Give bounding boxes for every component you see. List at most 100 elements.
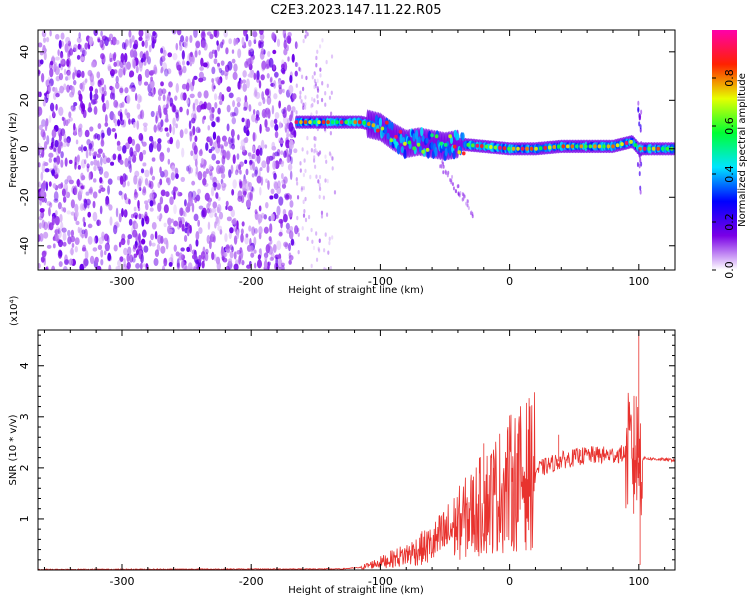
noise-blob (116, 175, 121, 181)
tone-hotspot (425, 147, 430, 152)
noise-blob (162, 94, 166, 102)
noise-blob (103, 171, 109, 179)
noise-blob (179, 207, 184, 217)
tail-blob (456, 184, 459, 189)
tone-hotspot (466, 142, 471, 147)
tone-hotspot (434, 134, 439, 139)
noise-blob (159, 126, 163, 133)
tone-hotspot (299, 120, 303, 125)
noise-blob (87, 223, 93, 229)
noise-blob (123, 52, 128, 63)
noise-blob (211, 121, 216, 128)
noise-blob (66, 138, 70, 148)
noise-blob (278, 196, 284, 206)
noise-blob (177, 190, 180, 197)
noise-blob (140, 57, 144, 63)
tone-core (412, 133, 416, 142)
sparse-noise-blob (318, 174, 322, 180)
noise-blob (45, 265, 49, 270)
noise-blob (187, 164, 191, 175)
noise-blob (118, 241, 122, 248)
noise-blob (127, 237, 130, 246)
colorbar-tick-label: 0.0 (723, 261, 736, 279)
noise-blob (258, 41, 264, 49)
sparse-noise-blob (296, 181, 299, 186)
noise-blob (285, 222, 290, 230)
noise-blob (247, 57, 252, 68)
noise-blob (38, 262, 41, 269)
sparse-noise-blob (318, 248, 321, 253)
tone-hotspot (480, 144, 484, 149)
noise-blob (256, 175, 262, 184)
tone-hotspot (407, 140, 412, 145)
sparse-noise-blob (316, 49, 319, 54)
noise-blob (167, 94, 171, 100)
noise-blob (205, 248, 209, 255)
snr-x-axis-label: Height of straight line (km) (288, 585, 424, 596)
noise-blob (286, 228, 292, 234)
noise-blob (72, 72, 75, 80)
noise-blob (163, 257, 168, 267)
noise-blob (266, 96, 272, 105)
noise-blob (124, 87, 129, 94)
noise-blob (138, 213, 142, 220)
noise-blob (249, 183, 253, 191)
noise-blob (53, 191, 59, 202)
noise-blob (70, 85, 75, 96)
noise-blob (263, 214, 267, 220)
noise-blob (134, 222, 139, 230)
noise-blob (100, 187, 106, 192)
noise-blob (100, 53, 105, 60)
noise-blob (58, 250, 63, 257)
noise-blob (288, 259, 292, 265)
tone-core (378, 117, 383, 128)
noise-blob (49, 67, 54, 78)
x-tick-label: -100 (368, 275, 393, 288)
snr-series-line (38, 330, 675, 570)
tone-hotspot (561, 144, 566, 149)
noise-blob (225, 265, 230, 270)
sparse-noise-blob (304, 101, 307, 107)
noise-blob (78, 146, 82, 152)
tone-core (452, 150, 456, 160)
noise-blob (155, 110, 160, 116)
noise-blob (186, 228, 190, 237)
noise-blob (272, 64, 276, 71)
noise-blob (236, 220, 239, 230)
noise-blob (211, 231, 216, 237)
noise-blob (271, 32, 276, 40)
noise-blob (108, 264, 112, 270)
noise-blob (253, 262, 257, 269)
noise-blob (42, 99, 46, 107)
snr-x-ticks: -300 -200 -100 0 100 (43, 330, 666, 588)
noise-blob (215, 192, 219, 199)
sparse-noise-blob (313, 155, 316, 160)
noise-blob (191, 202, 195, 213)
noise-blob (165, 177, 170, 184)
x-tick-label: -300 (110, 575, 135, 588)
sparse-noise-blob (310, 103, 313, 109)
noise-blob (127, 246, 132, 256)
noise-blob (77, 226, 81, 234)
sparse-noise-blob (319, 73, 322, 78)
sparse-noise-blob (331, 156, 334, 161)
noise-blob (133, 253, 138, 258)
noise-blob (100, 258, 104, 266)
noise-blob (93, 178, 97, 183)
noise-blob (46, 84, 51, 94)
noise-blob (238, 164, 242, 171)
tone-hotspot (321, 120, 326, 125)
tone-hotspot (552, 145, 556, 150)
noise-blob (284, 242, 289, 250)
noise-blob (179, 129, 184, 139)
noise-blob (149, 207, 154, 212)
noise-blob (92, 247, 98, 252)
sparse-noise-blob (311, 239, 314, 245)
tail-blob (451, 174, 454, 179)
sparse-noise-blob (297, 232, 300, 237)
noise-blob (229, 227, 234, 234)
noise-blob (178, 67, 183, 76)
noise-blob (83, 221, 87, 228)
noise-blob (127, 181, 130, 187)
noise-blob (219, 229, 223, 235)
